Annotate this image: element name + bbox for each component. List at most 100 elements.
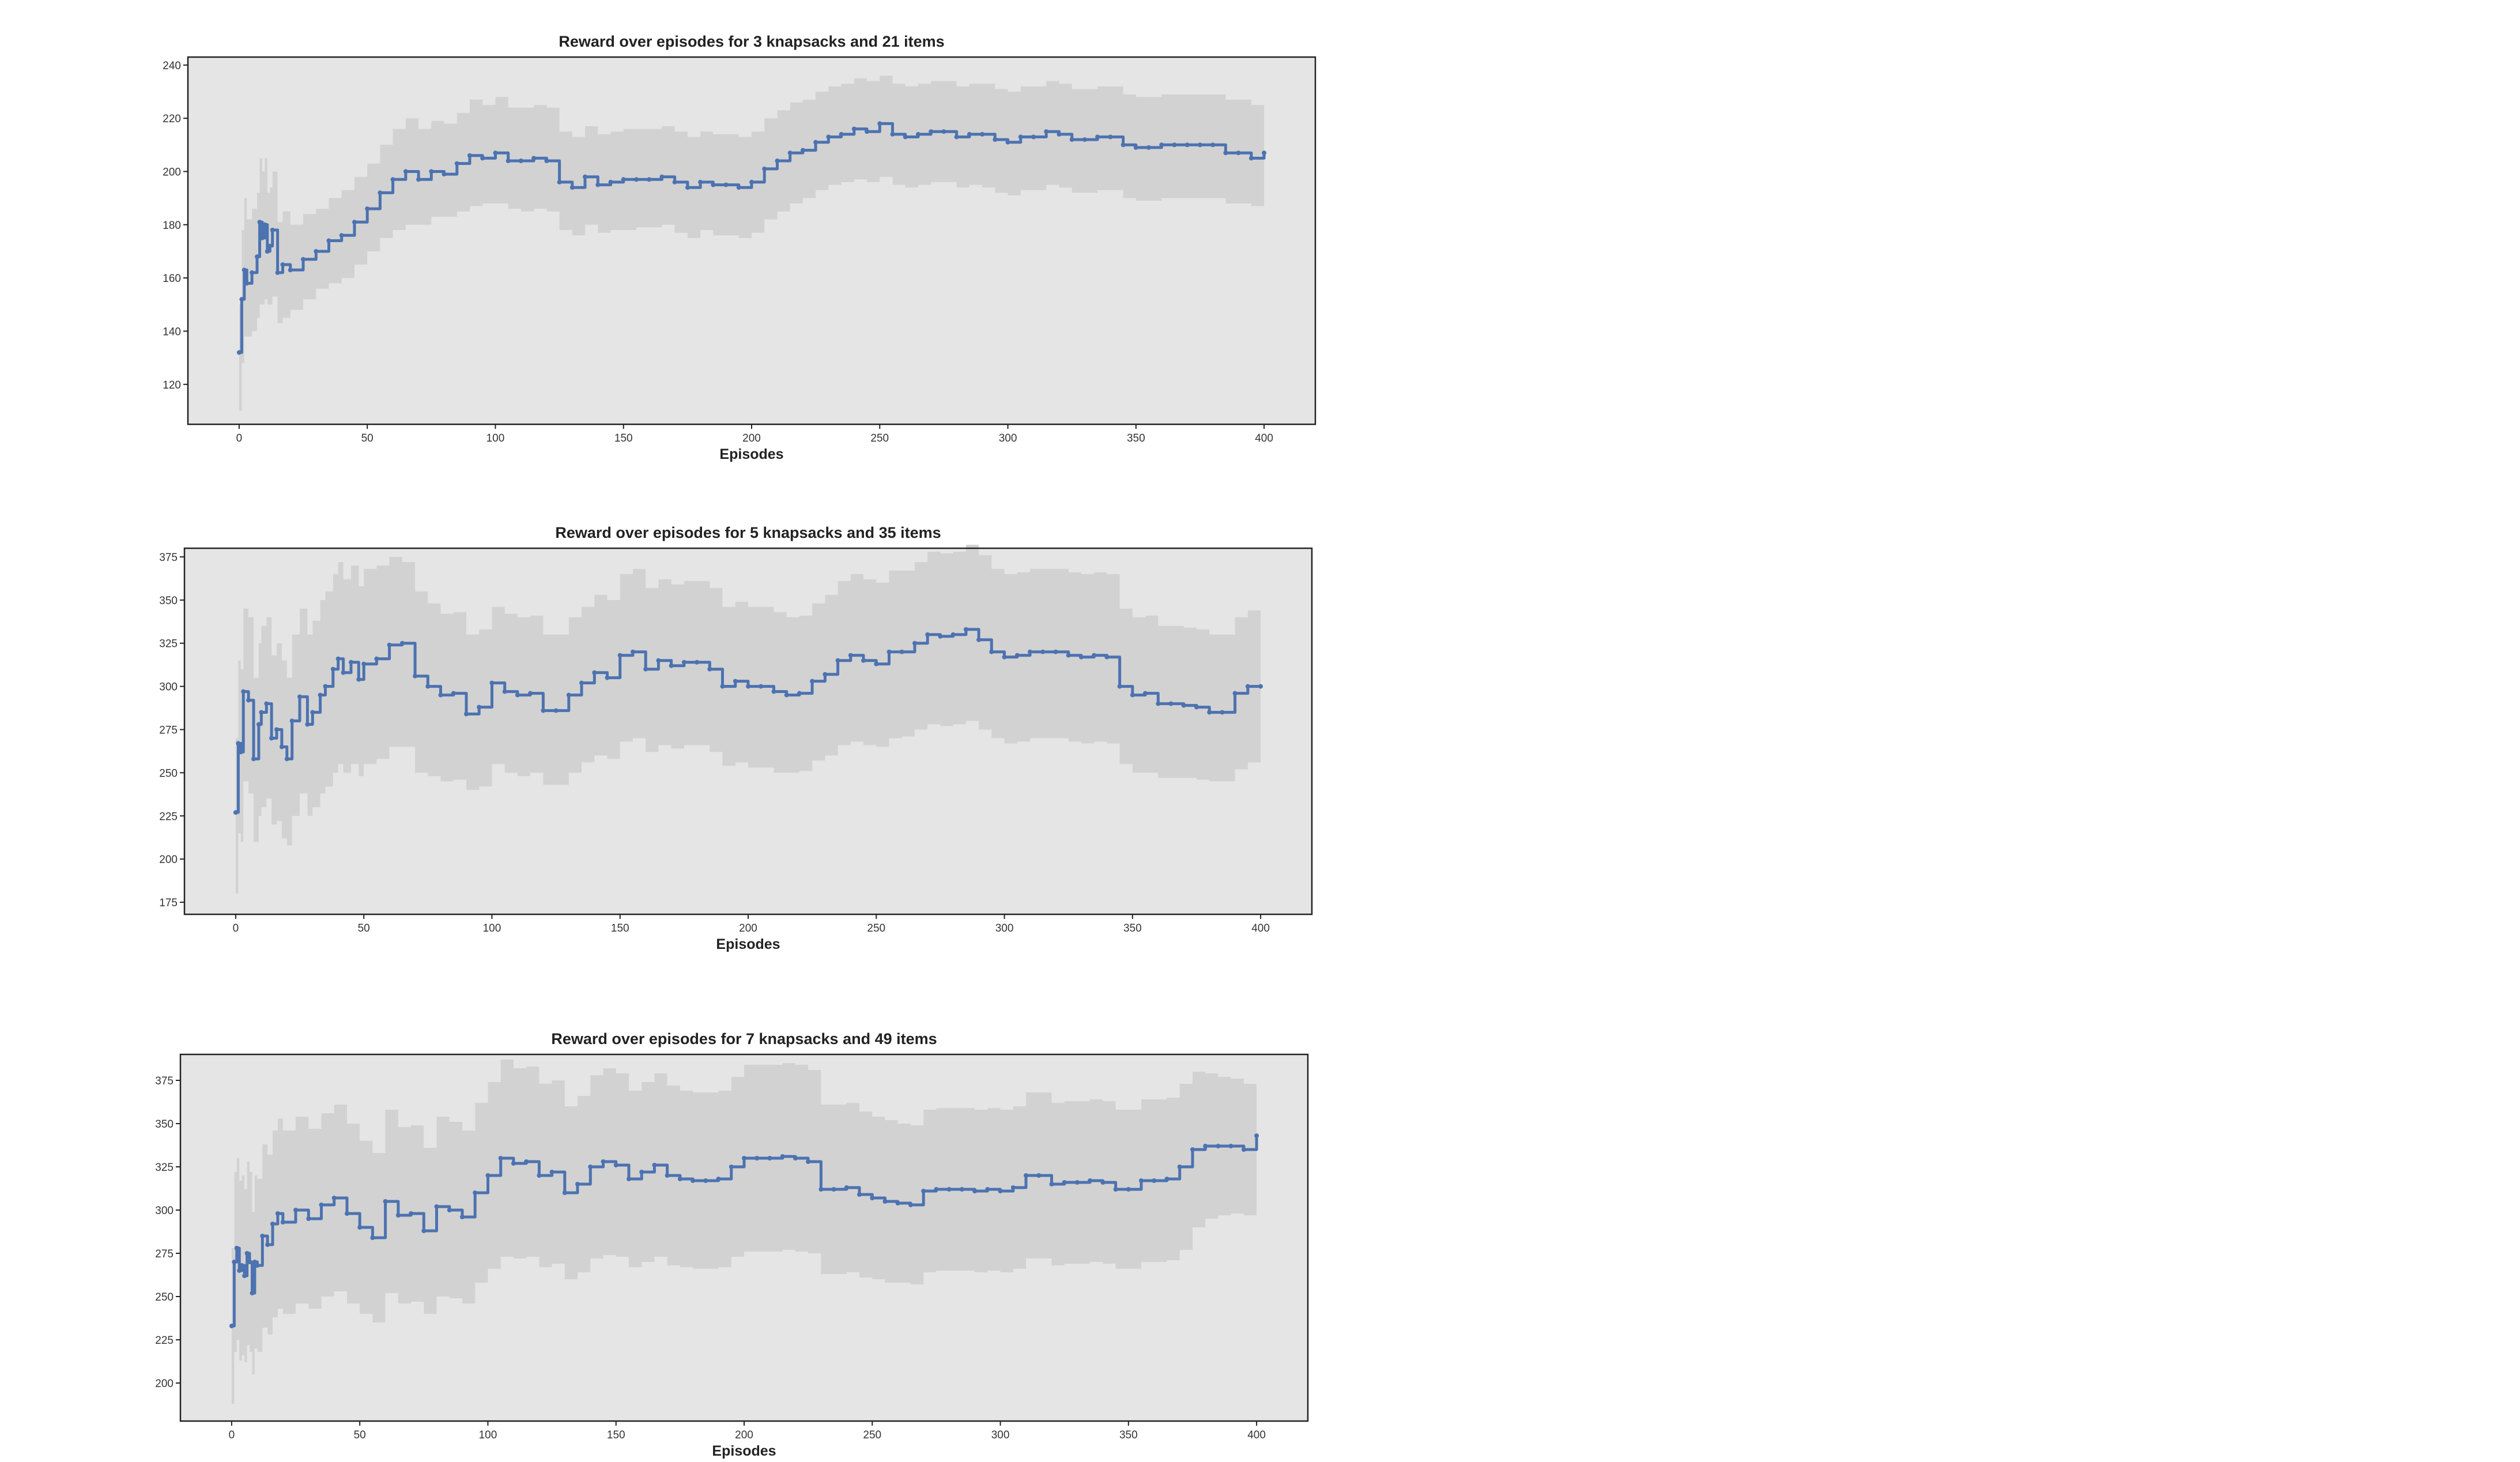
x-tick-label: 400 xyxy=(1247,1429,1266,1441)
data-point xyxy=(460,1215,465,1219)
x-tick-label: 250 xyxy=(863,1429,881,1441)
y-tick-label: 200 xyxy=(159,854,178,866)
data-point xyxy=(698,179,703,184)
data-point xyxy=(844,1185,849,1190)
data-point xyxy=(806,1159,811,1164)
data-point xyxy=(314,249,319,254)
data-point xyxy=(270,1222,275,1226)
data-point xyxy=(797,691,802,696)
data-point xyxy=(877,121,882,126)
data-point xyxy=(839,131,844,137)
y-tick-label: 275 xyxy=(159,725,178,737)
x-axis-label: Episodes xyxy=(712,1443,776,1459)
data-point xyxy=(323,684,328,689)
data-point xyxy=(403,169,408,174)
data-point xyxy=(477,704,482,710)
data-point xyxy=(515,692,520,698)
data-point xyxy=(963,627,968,632)
data-point xyxy=(1139,1178,1144,1183)
data-point xyxy=(617,653,623,658)
data-point xyxy=(895,1201,900,1205)
data-point xyxy=(357,1225,363,1230)
data-point xyxy=(835,658,840,663)
data-point xyxy=(810,679,815,684)
data-point xyxy=(1044,129,1049,134)
data-point xyxy=(319,1203,324,1207)
data-point xyxy=(946,1187,952,1192)
data-point xyxy=(356,677,361,682)
data-point xyxy=(733,679,738,684)
data-points xyxy=(233,627,1263,815)
data-point xyxy=(989,649,994,654)
x-tick-label: 300 xyxy=(999,432,1017,444)
data-point xyxy=(454,161,459,166)
data-point xyxy=(434,1204,439,1209)
data-point xyxy=(390,177,395,182)
data-point xyxy=(335,656,341,661)
x-axis-label: Episodes xyxy=(719,446,783,462)
data-point xyxy=(395,1213,401,1218)
data-point xyxy=(264,701,269,706)
data-point xyxy=(1152,1178,1157,1183)
data-point xyxy=(387,642,392,647)
data-point xyxy=(938,634,943,639)
data-point xyxy=(528,691,533,696)
data-point xyxy=(967,131,972,137)
data-point xyxy=(447,1208,452,1212)
y-tick-label: 240 xyxy=(163,60,181,72)
data-point xyxy=(518,159,523,163)
data-point xyxy=(775,159,780,163)
data-point xyxy=(784,692,789,698)
y-tick-label: 175 xyxy=(159,897,178,909)
data-point xyxy=(793,1156,798,1160)
data-point xyxy=(695,660,700,665)
data-point xyxy=(1146,145,1151,150)
x-tick-label: 50 xyxy=(358,922,370,935)
data-point xyxy=(941,129,946,134)
data-point xyxy=(903,134,908,140)
data-point xyxy=(865,129,869,134)
x-tick-label: 0 xyxy=(229,1429,235,1441)
data-point xyxy=(255,1263,260,1268)
data-point xyxy=(1228,1144,1233,1148)
data-point xyxy=(505,159,511,163)
data-point xyxy=(238,749,243,755)
data-point xyxy=(1190,1147,1195,1152)
data-point xyxy=(467,153,472,158)
data-point xyxy=(310,710,315,715)
data-point xyxy=(592,670,597,675)
data-point xyxy=(257,220,262,225)
data-point xyxy=(378,190,383,195)
data-point xyxy=(1210,142,1216,148)
data-point xyxy=(326,238,331,243)
data-point xyxy=(1198,142,1202,148)
data-point xyxy=(601,1159,606,1164)
data-point xyxy=(370,1235,375,1240)
x-tick-label: 350 xyxy=(1127,432,1145,444)
data-point xyxy=(627,1177,631,1181)
data-point xyxy=(723,182,729,187)
data-point xyxy=(857,1192,862,1197)
data-point xyxy=(707,666,712,672)
x-tick-label: 200 xyxy=(735,1429,753,1441)
x-tick-label: 350 xyxy=(1119,1429,1138,1441)
y-tick-label: 225 xyxy=(159,811,178,823)
data-point xyxy=(1216,1144,1221,1148)
data-point xyxy=(239,297,244,302)
data-point xyxy=(1248,156,1254,161)
data-point xyxy=(771,689,776,694)
data-point xyxy=(1010,1185,1016,1190)
data-point xyxy=(934,1187,939,1192)
data-point xyxy=(305,722,310,727)
data-point xyxy=(502,689,507,694)
data-point xyxy=(813,140,818,145)
data-point xyxy=(569,185,575,190)
data-point xyxy=(270,228,275,232)
data-point xyxy=(729,1165,734,1169)
data-point xyxy=(669,663,674,668)
data-point xyxy=(890,131,895,137)
data-point xyxy=(1184,142,1190,148)
data-point xyxy=(742,1156,746,1160)
chart-title: Reward over episodes for 7 knapsacks and… xyxy=(551,1030,937,1047)
